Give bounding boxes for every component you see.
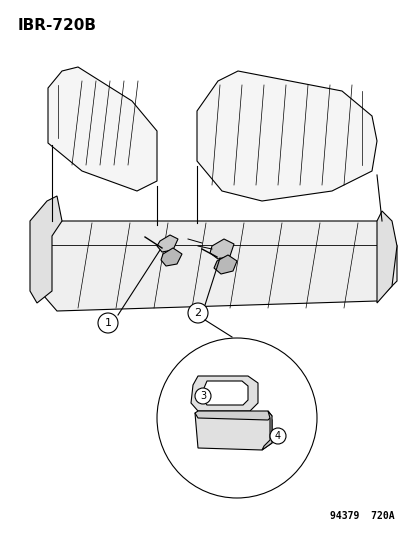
Circle shape bbox=[98, 313, 118, 333]
Polygon shape bbox=[48, 67, 157, 191]
Polygon shape bbox=[30, 196, 62, 303]
Circle shape bbox=[157, 338, 316, 498]
Polygon shape bbox=[376, 211, 396, 303]
Circle shape bbox=[195, 388, 211, 404]
Circle shape bbox=[269, 428, 285, 444]
Polygon shape bbox=[37, 221, 396, 311]
Text: 4: 4 bbox=[274, 431, 280, 441]
Polygon shape bbox=[197, 71, 376, 201]
Text: 2: 2 bbox=[194, 308, 201, 318]
Text: 94379  720A: 94379 720A bbox=[330, 511, 394, 521]
Text: IBR-720B: IBR-720B bbox=[18, 18, 97, 33]
Text: 1: 1 bbox=[104, 318, 111, 328]
Polygon shape bbox=[195, 411, 271, 420]
Polygon shape bbox=[214, 255, 236, 274]
Polygon shape bbox=[157, 235, 178, 252]
Polygon shape bbox=[209, 239, 233, 259]
Polygon shape bbox=[190, 376, 257, 411]
Polygon shape bbox=[195, 413, 271, 450]
Circle shape bbox=[188, 303, 207, 323]
Polygon shape bbox=[202, 381, 247, 405]
Polygon shape bbox=[261, 411, 271, 450]
Text: 3: 3 bbox=[199, 391, 206, 401]
Polygon shape bbox=[161, 248, 182, 266]
